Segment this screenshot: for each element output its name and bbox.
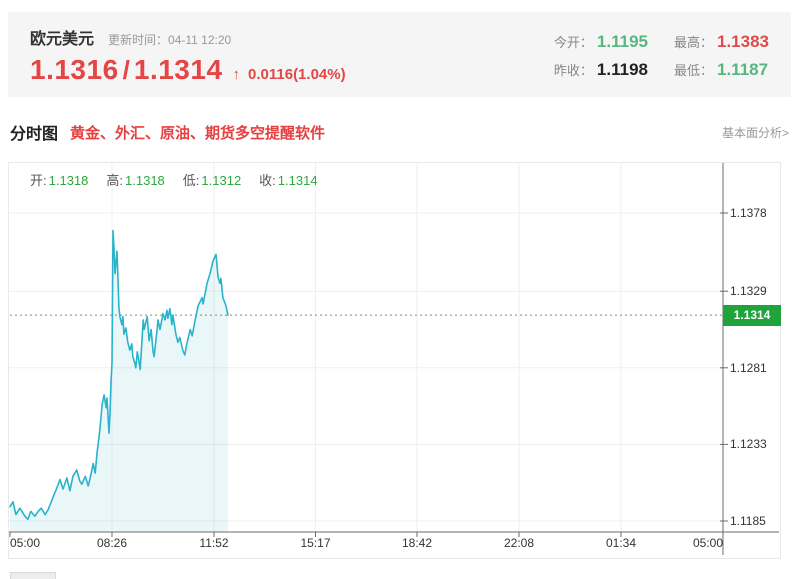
y-axis-label: 1.1185 [730,513,766,528]
x-axis-label: 05:00 [10,536,41,550]
up-arrow-icon: ↑ [232,66,241,83]
symbol-name: 欧元美元 [30,31,95,48]
legend-label: 收: [259,173,276,188]
stat-prev-close: 昨收： 1.1198 [554,60,648,80]
stat-open: 今开： 1.1195 [554,32,648,52]
legend-label: 开: [30,173,47,188]
price-line [9,229,229,521]
legend-value: 1.1314 [277,173,318,188]
y-axis-label: 1.1233 [730,437,767,452]
x-axis-label: 01:34 [605,536,637,550]
partial-element [10,572,56,579]
y-axis-label: 1.1329 [730,284,767,299]
legend-label: 高: [106,173,124,188]
legend-label: 低: [182,173,200,188]
tab-intraday[interactable]: 分时图 [10,126,59,143]
x-axis-label: 22:08 [503,536,535,550]
stat-value: 1.1195 [596,32,648,51]
x-axis-label: 05:00 [692,536,723,550]
quote-main: 欧元美元 更新时间：04-11 12:20 1.1316 / 1.1314 ↑ … [30,25,346,87]
x-axis-label: 15:17 [300,536,331,550]
promo-link[interactable]: 黄金、外汇、原油、期货多空提醒软件 [70,124,326,142]
chart-toolbar: 分时图 黄金、外汇、原油、期货多空提醒软件 基本面分析> [8,110,791,154]
stat-value: 1.1198 [596,60,648,79]
y-axis-label: 1.1281 [730,360,767,375]
quote-stats: 今开： 1.1195 最高： 1.1383 昨收： 1.1198 最低： 1.1… [554,25,769,87]
legend-value: 1.1318 [125,173,165,188]
legend-high: 高: 1.1318 [106,170,164,189]
stat-low: 最低： 1.1187 [674,60,769,80]
fundamental-analysis-link[interactable]: 基本面分析> [721,125,789,140]
legend-open: 开: 1.1318 [30,170,88,189]
update-time: 更新时间：04-11 12:20 [108,33,232,47]
ohlc-legend: 开: 1.1318 高: 1.1318 低: 1.1312 收: 1.1314 [30,170,336,189]
legend-value: 1.1318 [48,173,89,188]
intraday-chart[interactable]: 开: 1.1318 高: 1.1318 低: 1.1312 收: 1.1314 1.13… [8,162,781,559]
stat-high: 最高： 1.1383 [674,32,769,52]
y-axis-label: 1.1378 [730,206,767,220]
last-price-tag: 1.1314 [723,305,781,326]
stat-label: 最高： [673,35,713,50]
quote-header: 欧元美元 更新时间：04-11 12:20 1.1316 / 1.1314 ↑ … [8,12,791,97]
bid-price: 1.1316 [30,54,119,85]
area-fill [10,230,228,532]
x-axis-label: 18:42 [401,536,433,550]
legend-value: 1.1312 [201,173,242,188]
stat-label: 昨收： [553,63,593,78]
stat-label: 最低： [673,63,713,78]
legend-close: 收: 1.1314 [259,170,317,189]
legend-low: 低: 1.1312 [183,170,241,189]
stat-label: 今开： [553,35,593,50]
chart-canvas[interactable] [9,163,780,558]
stat-value: 1.1187 [717,60,769,79]
stat-value: 1.1383 [717,32,769,51]
ask-price: 1.1314 [133,54,223,85]
x-axis-label: 11:52 [199,536,229,550]
x-axis-label: 08:26 [96,536,127,550]
price-separator: / [122,55,130,85]
price-change: 0.0116(1.04%) [248,66,346,83]
